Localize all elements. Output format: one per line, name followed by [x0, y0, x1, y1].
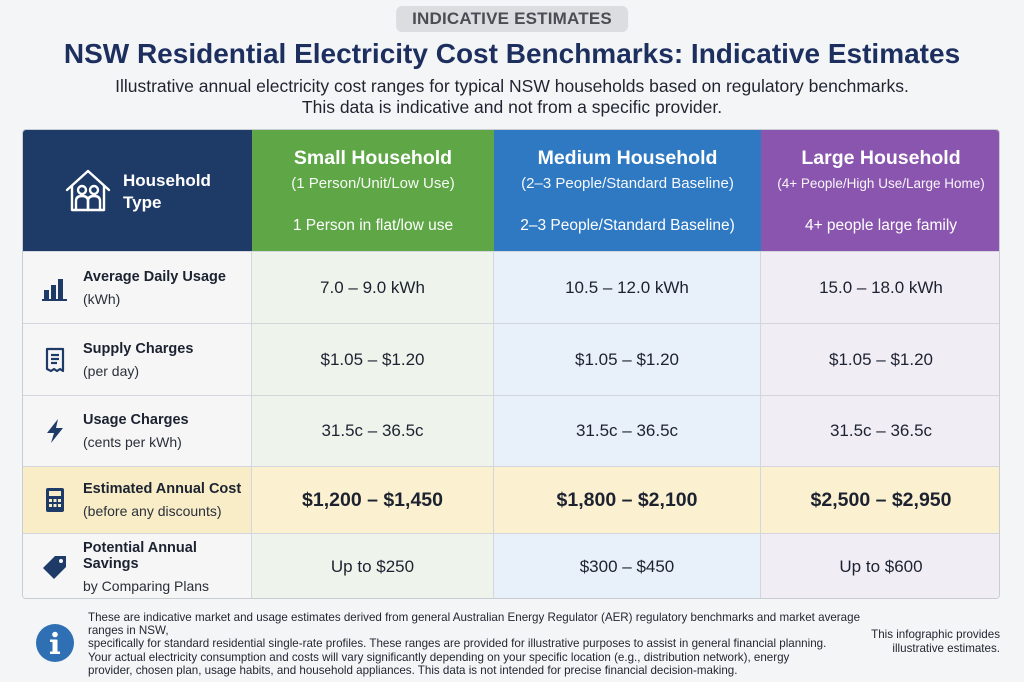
- large-value: 31.5c – 36.5c: [829, 421, 933, 440]
- page-subtitle: Illustrative annual electricity cost ran…: [60, 76, 964, 118]
- household-label: Household: [123, 171, 211, 190]
- row-label-cell: Estimated Annual Cost (before any discou…: [23, 467, 252, 533]
- large-value-cell: $1.05 – $1.20: [761, 324, 999, 395]
- small-value: Up to $250: [330, 557, 415, 576]
- medium-value: $1,800 – $2,100: [556, 488, 698, 511]
- disclaimer-line-4: provider, chosen plan, usage habits, and…: [88, 663, 738, 677]
- disclaimer-line-2: specifically for standard residential si…: [88, 637, 827, 651]
- small-value-cell: $1,200 – $1,450: [252, 467, 494, 533]
- small-value-cell: 7.0 – 9.0 kWh: [252, 252, 494, 323]
- info-icon: [36, 624, 74, 662]
- medium-value-cell: $1.05 – $1.20: [494, 324, 761, 395]
- note-line-1: This infographic provides: [871, 628, 1000, 641]
- table-row: Average Daily Usage (kWh) 7.0 – 9.0 kWh …: [23, 251, 999, 323]
- page-title: NSW Residential Electricity Cost Benchma…: [63, 38, 961, 69]
- header-medium-household: Medium Household (2–3 People/Standard Ba…: [494, 130, 761, 251]
- row-label: Usage Charges: [83, 412, 189, 428]
- row-label: Average Daily Usage: [83, 268, 226, 285]
- price-tag-icon: [43, 556, 66, 579]
- header-large-household: Large Household (4+ People/High Use/Larg…: [761, 130, 999, 251]
- header-small-household: Small Household (1 Person/Unit/Low Use) …: [252, 130, 494, 251]
- type-label: Type: [123, 193, 162, 212]
- medium-value: 31.5c – 36.5c: [575, 421, 679, 440]
- large-household-description: 4+ people large family: [804, 217, 958, 234]
- table-row: Potential Annual Savings by Comparing Pl…: [23, 533, 999, 598]
- subtitle-line-2: This data is indicative and not from a s…: [301, 97, 723, 117]
- large-household-title: Large Household: [801, 147, 961, 169]
- large-value-cell: 15.0 – 18.0 kWh: [761, 252, 999, 323]
- disclaimer-line-3: Your actual electricity consumption and …: [88, 650, 790, 664]
- row-sublabel: (per day): [83, 362, 140, 379]
- large-value: 15.0 – 18.0 kWh: [819, 277, 943, 297]
- small-value: $1,200 – $1,450: [302, 488, 443, 511]
- row-sublabel: (kWh): [83, 290, 121, 307]
- indicative-badge: INDICATIVE ESTIMATES: [396, 6, 628, 32]
- medium-value: 10.5 – 12.0 kWh: [565, 277, 689, 297]
- row-label-cell: Average Daily Usage (kWh): [23, 252, 252, 323]
- disclaimer-line-1: These are indicative market and usage es…: [88, 611, 861, 638]
- small-value-cell: $1.05 – $1.20: [252, 324, 494, 395]
- subtitle-line-1: Illustrative annual electricity cost ran…: [115, 76, 909, 96]
- row-label-cell: Usage Charges (cents per kWh): [23, 396, 252, 466]
- row-label-cell: Supply Charges (per day): [23, 324, 252, 395]
- row-sublabel: by Comparing Plans: [83, 578, 210, 594]
- medium-household-title: Medium Household: [537, 147, 718, 169]
- row-sublabel: (cents per kWh): [83, 434, 182, 450]
- small-value: 7.0 – 9.0 kWh: [320, 277, 425, 297]
- large-value: Up to $600: [839, 557, 923, 576]
- small-household-description: 1 Person in flat/low use: [292, 217, 454, 234]
- large-value: $2,500 – $2,950: [810, 488, 952, 511]
- footer-note: This infographic provides illustrative e…: [860, 628, 1000, 656]
- large-value: $1.05 – $1.20: [829, 349, 933, 369]
- table-row: Supply Charges (per day) $1.05 – $1.20 $…: [23, 323, 999, 395]
- footer-disclaimer: These are indicative market and usage es…: [88, 611, 868, 677]
- house-family-icon: [65, 169, 111, 212]
- medium-household-subtitle: (2–3 People/Standard Baseline): [521, 175, 734, 192]
- medium-value-cell: 31.5c – 36.5c: [494, 396, 761, 466]
- table-row: Usage Charges (cents per kWh) 31.5c – 36…: [23, 395, 999, 466]
- small-value-cell: Up to $250: [252, 534, 494, 598]
- bar-chart-icon: [42, 278, 67, 301]
- large-value-cell: 31.5c – 36.5c: [761, 396, 999, 466]
- calculator-icon: [46, 488, 64, 512]
- row-sublabel: (before any discounts): [83, 503, 222, 519]
- medium-household-description: 2–3 People/Standard Baseline): [520, 217, 735, 234]
- small-value: $1.05 – $1.20: [320, 349, 425, 369]
- row-label: Potential Annual Savings: [83, 540, 197, 572]
- note-line-2: illustrative estimates.: [892, 642, 1000, 655]
- header-household-type: Household Type: [23, 130, 252, 251]
- row-label: Estimated Annual Cost: [83, 481, 242, 497]
- row-label: Supply Charges: [83, 340, 194, 357]
- row-label-cell: Potential Annual Savings by Comparing Pl…: [23, 534, 252, 598]
- medium-value-cell: 10.5 – 12.0 kWh: [494, 252, 761, 323]
- large-household-subtitle: (4+ People/High Use/Large Home): [777, 176, 985, 191]
- small-value-cell: 31.5c – 36.5c: [252, 396, 494, 466]
- medium-value-cell: $300 – $450: [494, 534, 761, 598]
- small-household-title: Small Household: [293, 147, 453, 169]
- lightning-icon: [47, 419, 63, 443]
- small-value: 31.5c – 36.5c: [321, 421, 424, 440]
- receipt-icon: [45, 347, 65, 372]
- table-row: Estimated Annual Cost (before any discou…: [23, 466, 999, 533]
- cost-table: Household Type Small Household (1 Person…: [22, 129, 1000, 599]
- small-household-subtitle: (1 Person/Unit/Low Use): [291, 175, 455, 192]
- medium-value: $300 – $450: [579, 557, 675, 576]
- medium-value: $1.05 – $1.20: [575, 349, 679, 369]
- large-value-cell: $2,500 – $2,950: [761, 467, 999, 533]
- medium-value-cell: $1,800 – $2,100: [494, 467, 761, 533]
- large-value-cell: Up to $600: [761, 534, 999, 598]
